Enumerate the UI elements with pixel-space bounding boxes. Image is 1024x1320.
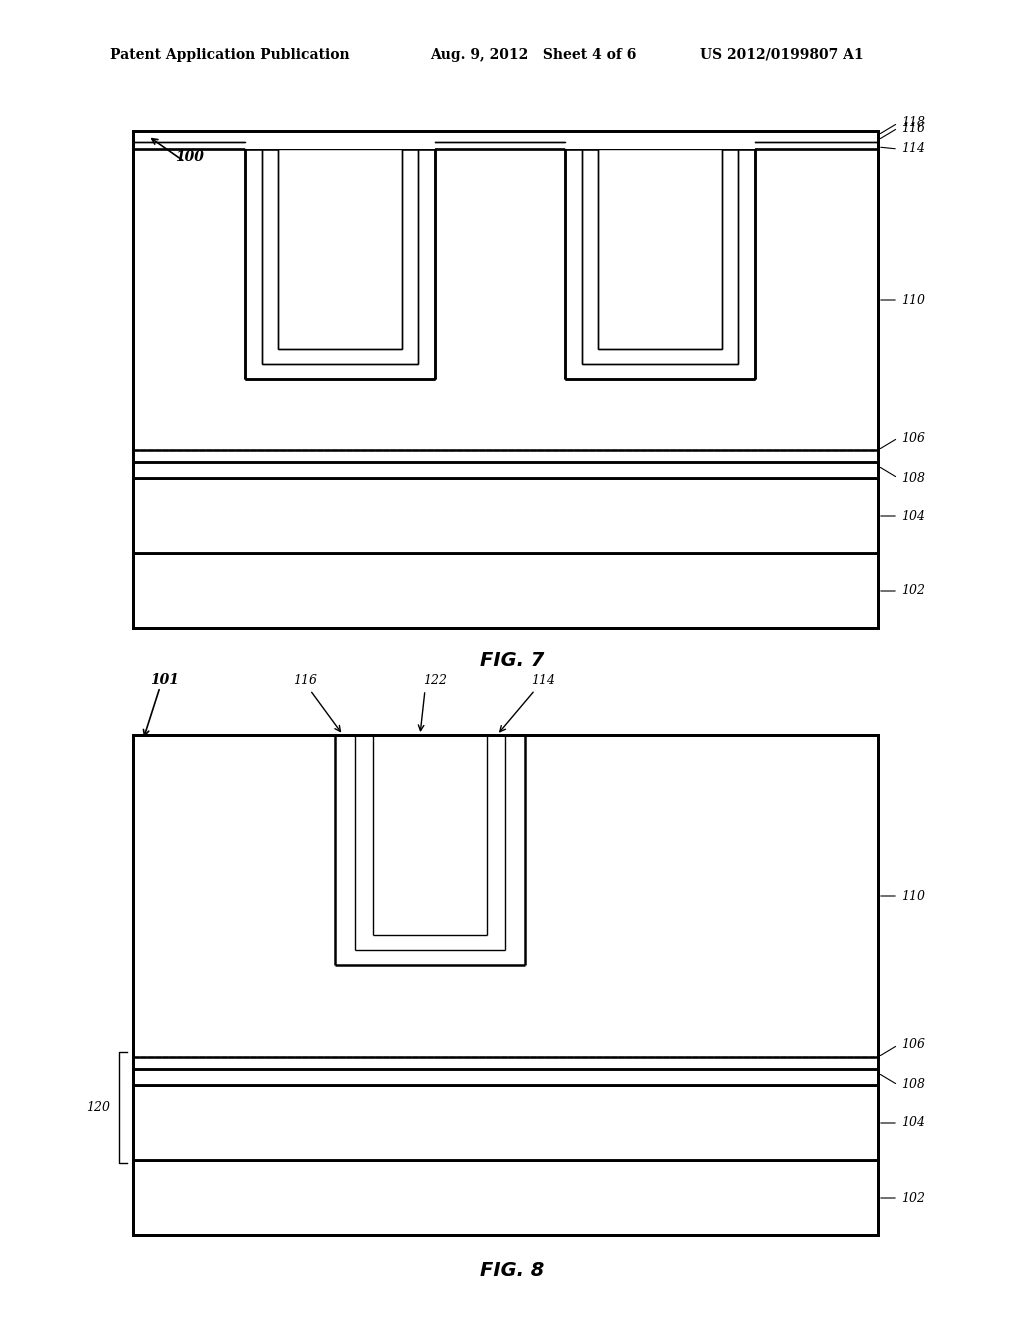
Text: Aug. 9, 2012   Sheet 4 of 6: Aug. 9, 2012 Sheet 4 of 6 — [430, 48, 636, 62]
Bar — [373, 735, 487, 935]
Bar — [133, 131, 878, 628]
Bar — [133, 735, 878, 1057]
Text: 102: 102 — [901, 585, 925, 598]
Text: 114: 114 — [901, 143, 925, 156]
Bar — [278, 149, 402, 348]
Text: FIG. 8: FIG. 8 — [480, 1261, 544, 1279]
Bar — [133, 462, 878, 478]
Text: FIG. 7: FIG. 7 — [480, 651, 544, 669]
Text: 118: 118 — [901, 116, 925, 129]
Text: 108: 108 — [901, 471, 925, 484]
Text: 116: 116 — [901, 121, 925, 135]
Bar — [133, 1160, 878, 1236]
Bar — [598, 149, 722, 348]
Bar — [133, 735, 878, 1236]
Text: 104: 104 — [901, 510, 925, 523]
Bar — [133, 1069, 878, 1085]
Bar — [133, 735, 878, 1236]
Text: US 2012/0199807 A1: US 2012/0199807 A1 — [700, 48, 863, 62]
Text: 106: 106 — [901, 432, 925, 445]
Text: 101: 101 — [150, 673, 179, 686]
Bar — [133, 149, 878, 450]
Text: 102: 102 — [901, 1192, 925, 1204]
Text: 108: 108 — [901, 1078, 925, 1092]
Bar — [133, 1085, 878, 1160]
Text: Patent Application Publication: Patent Application Publication — [110, 48, 349, 62]
Text: 110: 110 — [901, 890, 925, 903]
Bar — [245, 131, 435, 149]
Text: 104: 104 — [901, 1117, 925, 1130]
Text: 100: 100 — [175, 150, 204, 164]
Text: 122: 122 — [423, 673, 447, 686]
Bar — [133, 553, 878, 628]
Bar — [133, 131, 878, 628]
Text: 114: 114 — [531, 673, 555, 686]
Text: 120: 120 — [86, 1101, 110, 1114]
Text: 116: 116 — [293, 673, 317, 686]
Bar — [565, 131, 755, 149]
Text: 110: 110 — [901, 293, 925, 306]
Text: 106: 106 — [901, 1039, 925, 1052]
Bar — [133, 478, 878, 553]
